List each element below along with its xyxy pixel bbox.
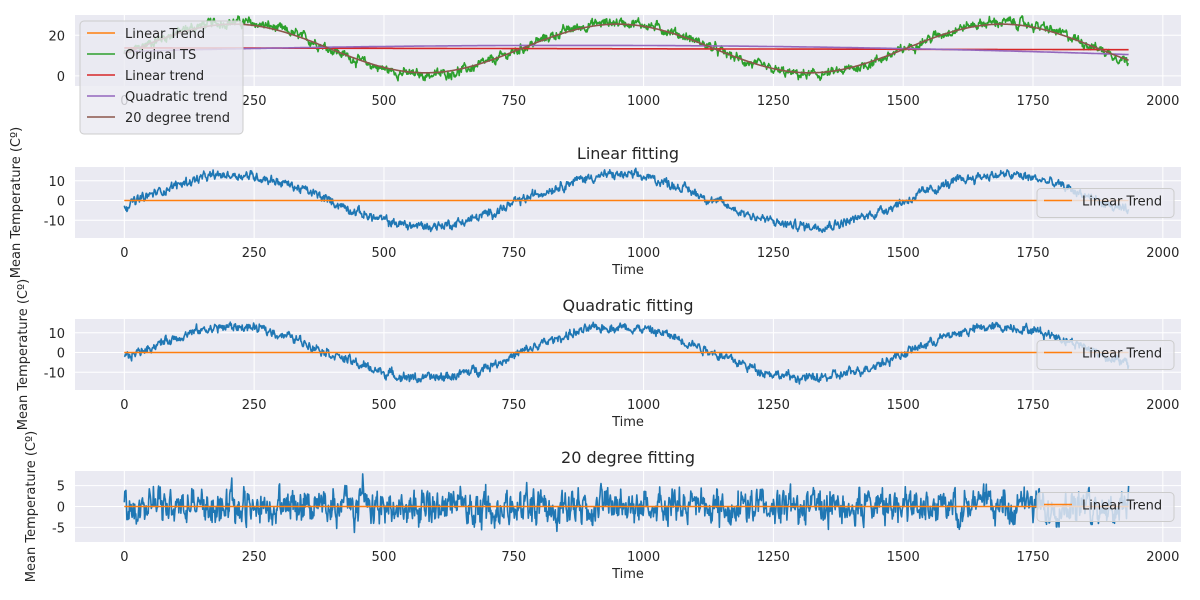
x-tick-label: 1250 (757, 550, 790, 565)
legend-box (1036, 188, 1175, 218)
legend-label: Quadratic trend (125, 90, 228, 105)
series-line-data (123, 321, 1130, 385)
legend-label: Linear Trend (1082, 195, 1162, 210)
x-tick-label: 1500 (887, 550, 920, 565)
x-tick-label: 1000 (627, 94, 660, 109)
x-tick-label: 1750 (1016, 246, 1049, 261)
series-line-data (123, 167, 1130, 234)
y-tick-label: 0 (57, 70, 65, 85)
y-tick-label: 0 (57, 501, 65, 516)
x-tick-label: 1250 (757, 246, 790, 261)
chart-4: 0 250 500 750 1000 1250 1500 1750 2000 -5 0 5 20 deg… (24, 431, 1181, 582)
series-line-20-degree-trend (124, 23, 1129, 74)
legend: Linear Trend Original TS Linear trend Quadr… (79, 20, 244, 135)
x-tick-label: 750 (501, 94, 526, 109)
legend: Linear Trend (1036, 188, 1175, 218)
y-tick-label: -5 (52, 521, 65, 536)
legend: Linear Trend (1036, 340, 1175, 370)
x-axis-label: Time (611, 567, 644, 582)
legend-box (1036, 492, 1175, 522)
chart-2: 0 250 500 750 1000 1250 1500 1750 2000 -10 0 10 Line… (9, 127, 1181, 278)
x-tick-label: 1000 (627, 550, 660, 565)
y-tick-label: 5 (57, 480, 65, 495)
x-tick-label: 1750 (1016, 94, 1049, 109)
x-tick-label: 250 (242, 94, 267, 109)
legend: Linear Trend (1036, 492, 1175, 522)
y-axis-label: Mean Temperature (Cº) (9, 127, 24, 278)
x-tick-label: 750 (501, 246, 526, 261)
x-tick-label: 250 (242, 550, 267, 565)
legend-label: Original TS (125, 48, 196, 63)
x-tick-label: 250 (242, 246, 267, 261)
x-tick-label: 750 (501, 550, 526, 565)
x-tick-label: 1750 (1016, 398, 1049, 413)
x-tick-label: 0 (120, 246, 128, 261)
x-tick-label: 500 (372, 550, 397, 565)
series-line-data (123, 473, 1130, 534)
x-axis-label: Time (611, 415, 644, 430)
x-tick-label: 750 (501, 398, 526, 413)
x-tick-label: 250 (242, 398, 267, 413)
series-line-original-ts (123, 15, 1130, 82)
legend-label: Linear Trend (125, 27, 205, 42)
x-tick-label: 1250 (757, 94, 790, 109)
y-tick-label: 0 (57, 347, 65, 362)
x-tick-label: 1000 (627, 398, 660, 413)
y-tick-label: 0 (57, 195, 65, 210)
y-tick-label: 10 (48, 327, 65, 342)
legend-label: Linear Trend (1082, 499, 1162, 514)
x-axis-label: Time (611, 263, 644, 278)
x-tick-label: 0 (120, 550, 128, 565)
chart-1: 025050075010001250150017502000020Linear … (48, 15, 1181, 135)
legend-box (1036, 340, 1175, 370)
y-axis-label: Mean Temperature (Cº) (16, 279, 31, 430)
x-tick-label: 2000 (1146, 94, 1179, 109)
y-tick-label: -10 (44, 214, 65, 229)
legend-label: 20 degree trend (125, 111, 230, 126)
y-tick-label: -10 (44, 366, 65, 381)
x-tick-label: 0 (120, 398, 128, 413)
x-tick-label: 1500 (887, 398, 920, 413)
x-tick-label: 2000 (1146, 398, 1179, 413)
x-tick-label: 1000 (627, 246, 660, 261)
plot-area (75, 167, 1181, 238)
y-tick-label: 10 (48, 175, 65, 190)
x-tick-label: 1500 (887, 94, 920, 109)
legend-box (79, 20, 244, 135)
series-line-quadratic-trend (124, 44, 1129, 56)
x-tick-label: 2000 (1146, 550, 1179, 565)
chart-title: Linear fitting (577, 144, 679, 163)
legend-label: Linear trend (125, 69, 204, 84)
x-tick-label: 500 (372, 94, 397, 109)
chart-title: 20 degree fitting (561, 448, 695, 467)
x-tick-label: 500 (372, 398, 397, 413)
y-tick-label: 20 (48, 29, 65, 44)
x-tick-label: 1500 (887, 246, 920, 261)
y-axis-label: Mean Temperature (Cº) (24, 431, 39, 582)
x-tick-label: 1250 (757, 398, 790, 413)
x-tick-label: 1750 (1016, 550, 1049, 565)
chart-title: Quadratic fitting (562, 296, 693, 315)
x-tick-label: 500 (372, 246, 397, 261)
legend-label: Linear Trend (1082, 347, 1162, 362)
x-tick-label: 2000 (1146, 246, 1179, 261)
chart-3: 0 250 500 750 1000 1250 1500 1750 2000 -10 0 10 Quad… (16, 279, 1181, 430)
